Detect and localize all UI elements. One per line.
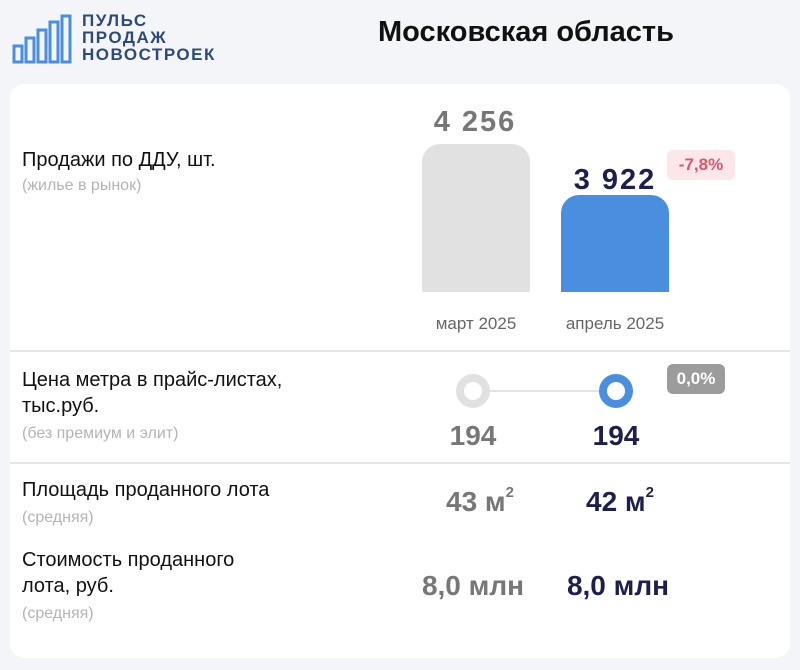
sales-label: Продажи по ДДУ, шт. (22, 149, 216, 171)
area-prev-unit-sup: 2 (505, 484, 514, 501)
area-curr-unit-sup: 2 (645, 484, 654, 501)
sales-bar-prev (422, 144, 530, 292)
sales-prev-period: март 2025 (435, 314, 517, 333)
area-curr-number: 42 м (586, 486, 646, 517)
cost-label-line2: лота, руб. (22, 575, 114, 597)
price-label-line1: Цена метра в прайс-листах, (22, 369, 283, 391)
sales-bar-curr (561, 195, 669, 292)
price-change-badge: 0,0% (667, 364, 725, 394)
logo: ПУЛЬС ПРОДАЖ НОВОСТРОЕК (12, 12, 232, 66)
area-label: Площадь проданного лота (22, 479, 270, 501)
sales-sublabel: (жилье в рынок) (22, 177, 142, 194)
logo-line-2: ПРОДАЖ (82, 28, 168, 47)
sales-curr-value: 3 922 (573, 164, 657, 196)
area-curr-value: 42 м2 (550, 484, 690, 518)
stats-card: Продажи по ДДУ, шт. (жилье в рынок) 4 25… (10, 84, 790, 658)
area-sublabel: (средняя) (22, 509, 94, 526)
price-sublabel: (без премиум и элит) (22, 425, 179, 442)
city-skyline-icon (12, 14, 72, 64)
sales-curr-period: апрель 2025 (565, 314, 665, 333)
price-connector-line (478, 390, 618, 392)
sales-prev-value: 4 256 (433, 106, 517, 138)
logo-text: ПУЛЬС ПРОДАЖ НОВОСТРОЕК (82, 12, 216, 63)
divider (10, 462, 790, 464)
cost-sublabel: (средняя) (22, 605, 94, 622)
price-curr-marker (599, 374, 633, 408)
cost-label-line1: Стоимость проданного (22, 549, 235, 571)
area-prev-value: 43 м2 (410, 484, 550, 518)
logo-line-3: НОВОСТРОЕК (82, 45, 216, 64)
price-label-line2: тыс.руб. (22, 395, 100, 417)
cost-curr-value: 8,0 млн (566, 570, 670, 601)
area-prev-number: 43 м (446, 486, 506, 517)
cost-prev-value: 8,0 млн (421, 570, 525, 601)
price-curr-value: 194 (592, 420, 640, 451)
price-prev-value: 194 (449, 420, 497, 451)
logo-line-1: ПУЛЬС (82, 11, 148, 30)
price-prev-marker (456, 374, 490, 408)
region-title: Московская область (378, 16, 674, 48)
header: ПУЛЬС ПРОДАЖ НОВОСТРОЕК Московская облас… (0, 0, 800, 80)
divider (10, 350, 790, 352)
sales-change-badge: -7,8% (667, 150, 735, 180)
